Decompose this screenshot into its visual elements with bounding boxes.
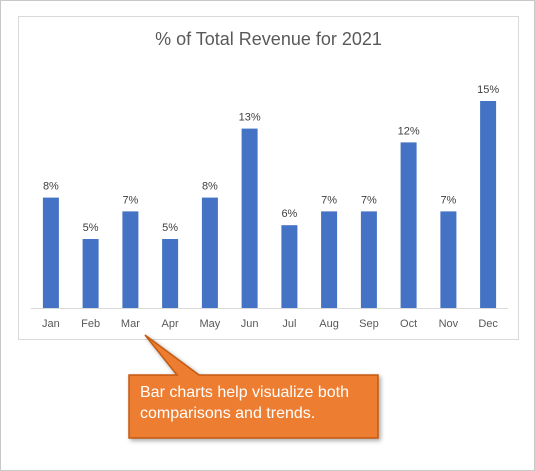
data-label-dec: 15% <box>477 84 499 96</box>
callout-text: Bar charts help visualize both compariso… <box>140 384 349 422</box>
x-tick-label-mar: Mar <box>121 318 140 330</box>
data-label-jun: 13% <box>239 112 261 124</box>
bar-feb <box>82 239 99 308</box>
bar-mar <box>122 211 139 308</box>
x-tick-label-sep: Sep <box>359 318 379 330</box>
x-tick-label-aug: Aug <box>319 318 339 330</box>
chart-area: % of Total Revenue for 2021 8% Jan 5% Feb 7%… <box>18 16 519 340</box>
data-label-may: 8% <box>202 181 218 193</box>
data-label-mar: 7% <box>122 194 138 206</box>
bar-jun <box>241 128 258 308</box>
bar-may <box>201 197 218 308</box>
bar-apr <box>162 239 179 308</box>
x-tick-label-may: May <box>200 318 221 330</box>
x-tick-label-dec: Dec <box>478 318 498 330</box>
callout-bubble <box>128 334 379 439</box>
data-label-nov: 7% <box>440 194 456 206</box>
data-label-jul: 6% <box>281 208 297 220</box>
x-tick-label-jan: Jan <box>42 318 60 330</box>
x-tick-label-jul: Jul <box>282 318 296 330</box>
bar-chart: 8% Jan 5% Feb 7% Mar 5% Apr 8% May 13% Jun 6% Jul 7% Au… <box>31 84 508 330</box>
data-label-sep: 7% <box>361 194 377 206</box>
x-tick-label-nov: Nov <box>439 318 459 330</box>
bar-jan <box>42 197 59 308</box>
x-tick-label-apr: Apr <box>162 318 179 330</box>
bar-nov <box>440 211 457 308</box>
data-label-jan: 8% <box>43 181 59 193</box>
data-label-apr: 5% <box>162 222 178 234</box>
bar-oct <box>400 142 417 308</box>
data-label-oct: 12% <box>398 125 420 137</box>
chart-title: % of Total Revenue for 2021 <box>155 29 382 49</box>
bar-dec <box>480 101 497 308</box>
data-label-feb: 5% <box>83 222 99 234</box>
x-tick-label-feb: Feb <box>81 318 100 330</box>
x-tick-label-jun: Jun <box>241 318 259 330</box>
data-label-aug: 7% <box>321 194 337 206</box>
bar-jul <box>281 225 298 308</box>
x-tick-label-oct: Oct <box>400 318 417 330</box>
bar-aug <box>321 211 338 308</box>
bar-sep <box>360 211 377 308</box>
